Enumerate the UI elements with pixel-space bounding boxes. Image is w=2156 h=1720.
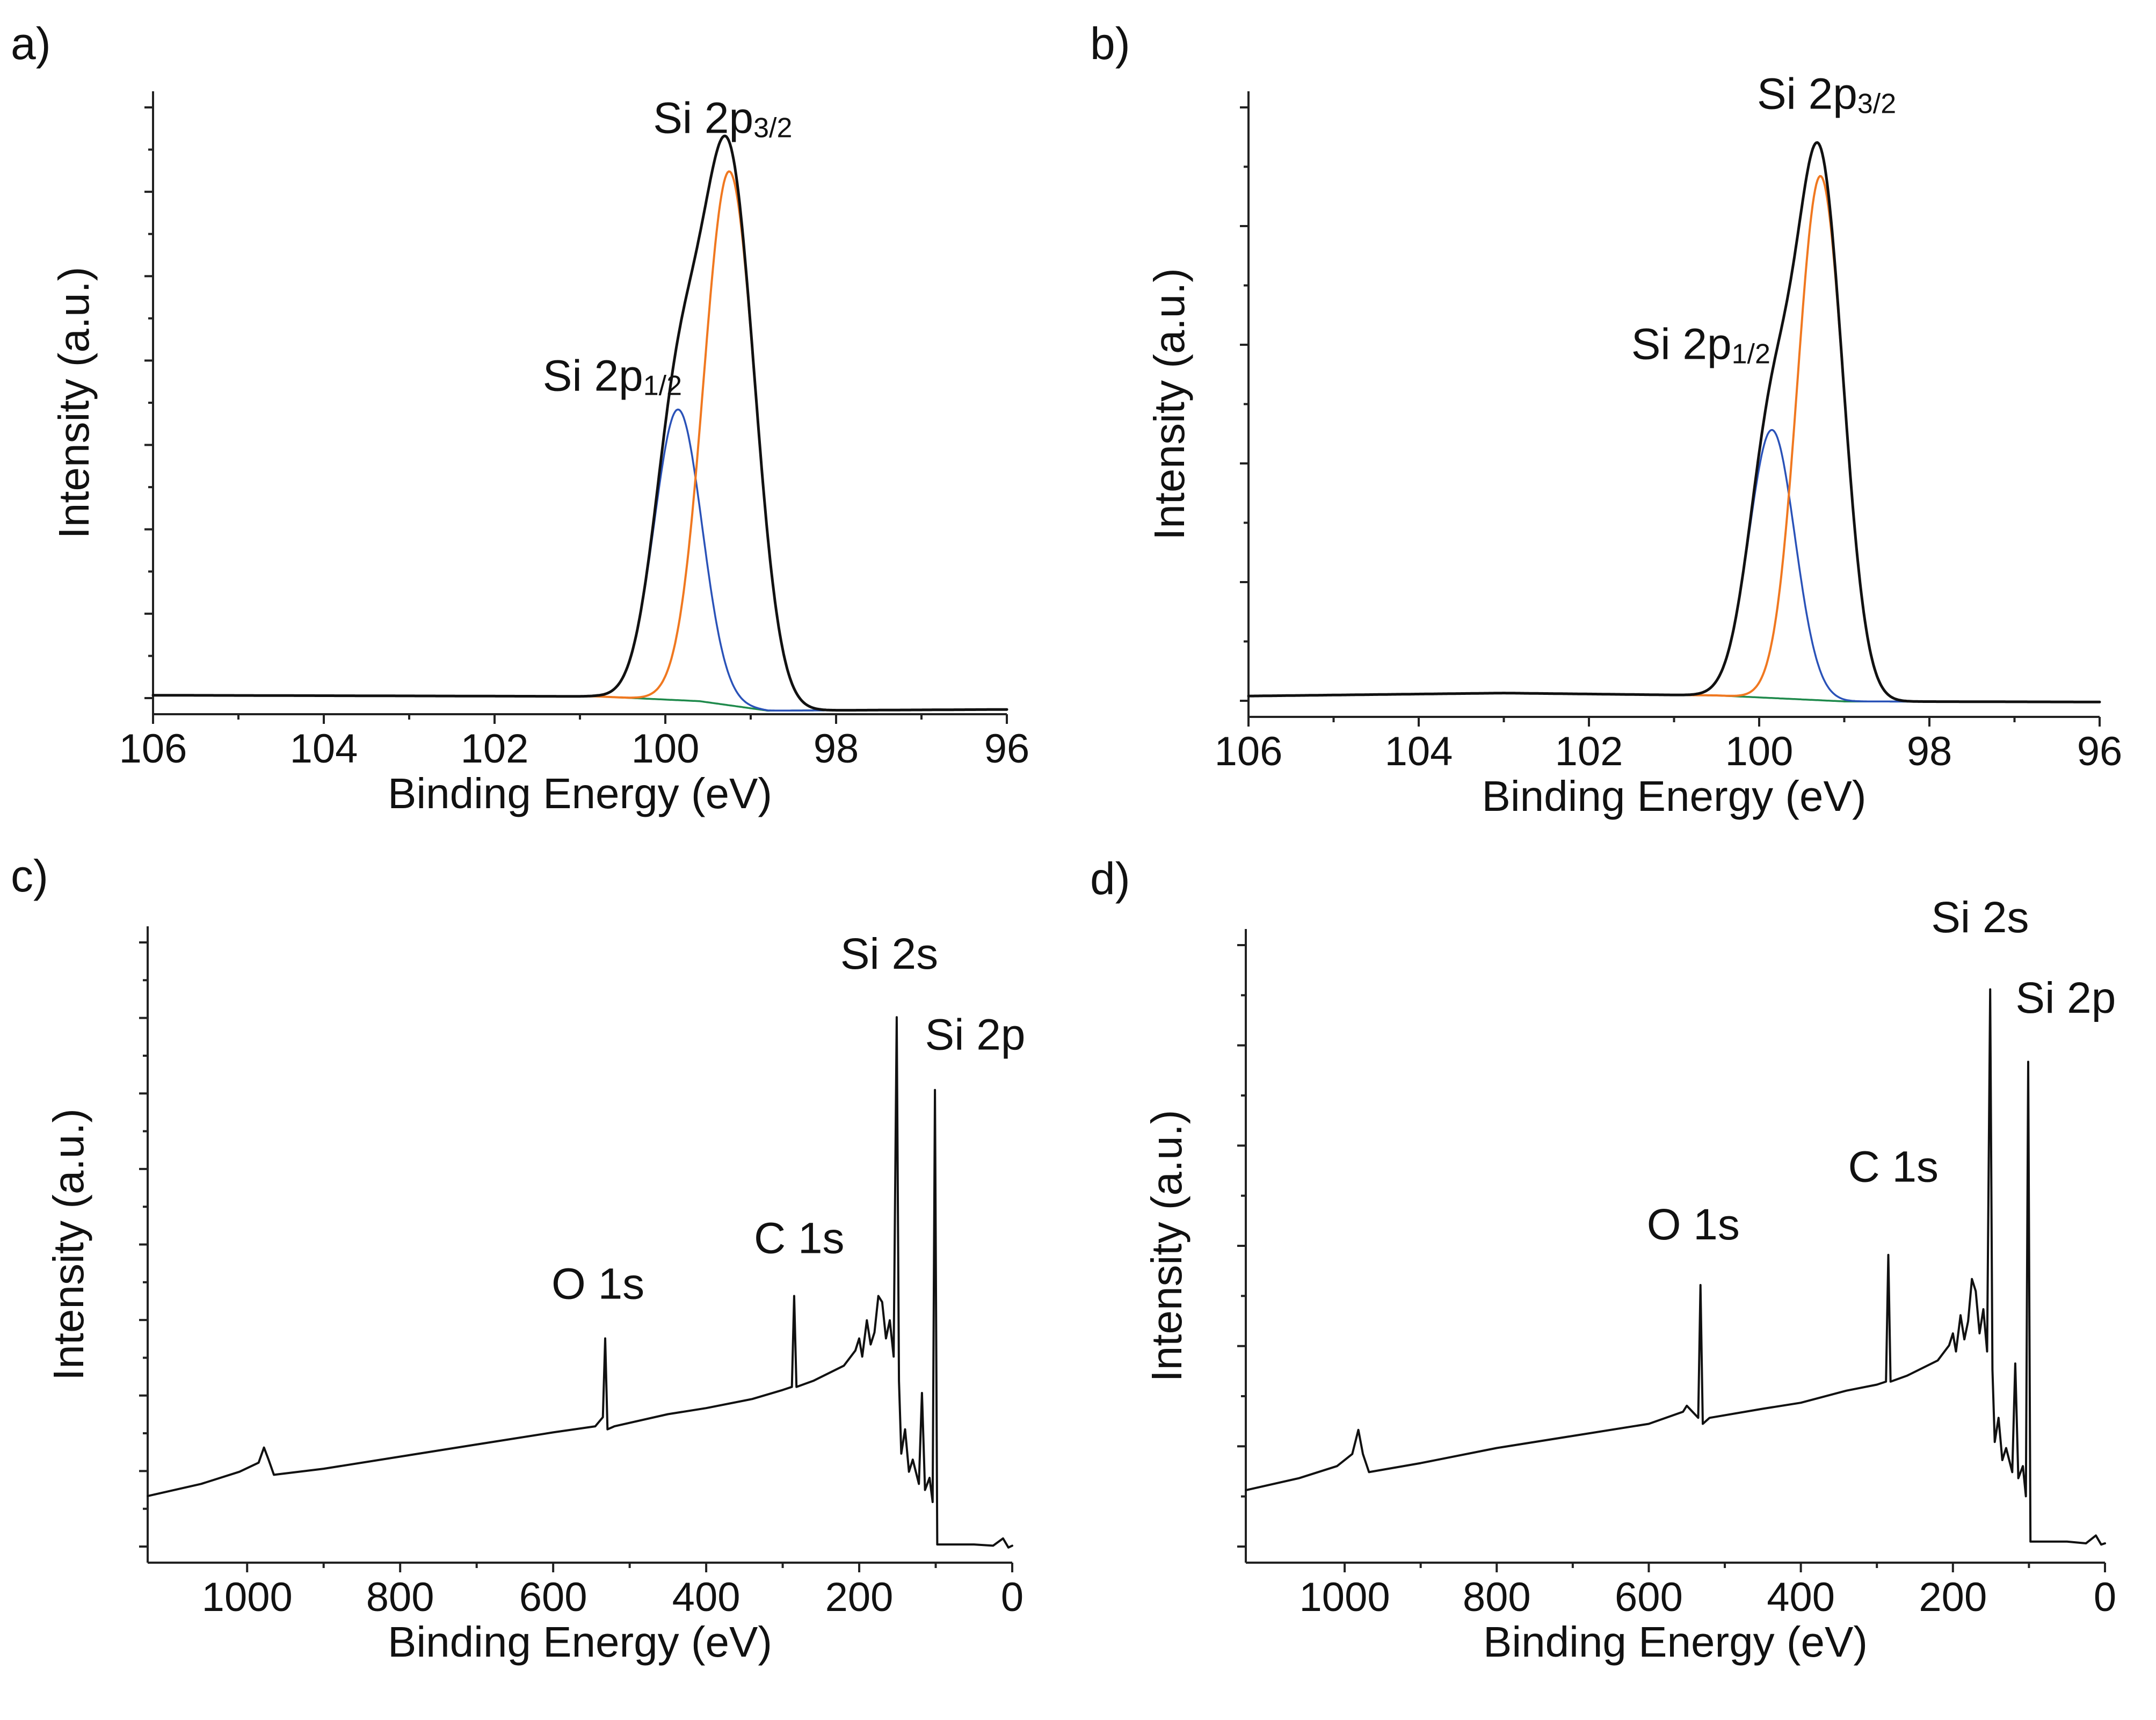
x-tick-label: 0 <box>1001 1574 1023 1620</box>
peak-label: Si 2s <box>1931 893 2029 942</box>
x-tick-label: 102 <box>1555 729 1623 774</box>
panel-a: a) 106 104 102 100 98 96 Binding Energy (eV) Int… <box>11 18 1029 817</box>
peak-label-main: O 1s <box>1647 1200 1740 1249</box>
peak-label-main: Si 2s <box>840 930 938 978</box>
panel-letter: c) <box>11 851 48 901</box>
survey-spectrum-line <box>147 1016 1013 1549</box>
peak-label-main: O 1s <box>551 1260 644 1309</box>
peak-label-subscript: 1/2 <box>1732 339 1770 370</box>
component-peak-line <box>1247 429 2101 703</box>
peak-label-main: C 1s <box>754 1214 845 1262</box>
peak-label: Si 2p <box>2015 974 2116 1022</box>
envelope-line <box>1247 141 2101 703</box>
x-tick-label: 98 <box>1907 729 1952 774</box>
peak-label: Si 2s <box>840 930 938 978</box>
x-tick-label: 400 <box>672 1574 741 1620</box>
x-tick-label: 600 <box>1615 1574 1683 1620</box>
component-peak-line <box>1247 175 2101 703</box>
x-tick-label: 200 <box>825 1574 894 1620</box>
x-tick-label: 800 <box>1463 1574 1531 1620</box>
peak-label: Si 2p1/2 <box>543 352 682 402</box>
x-tick-label: 106 <box>119 726 187 772</box>
panel-b: b) 106 104 102 100 98 96 Binding Energy (eV) Int… <box>1090 18 2122 820</box>
peak-label-subscript: 3/2 <box>753 113 792 144</box>
x-tick-label: 104 <box>1385 729 1453 774</box>
peak-label-main: Si 2p <box>1631 320 1732 369</box>
x-tick-label: 800 <box>366 1574 434 1620</box>
y-axis-title: Intensity (a.u.) <box>45 1108 92 1381</box>
x-tick-label: 98 <box>814 726 859 772</box>
y-axis-title: Intensity (a.u.) <box>1145 268 1193 540</box>
peak-label-main: C 1s <box>1848 1143 1939 1192</box>
peak-label-main: Si 2s <box>1931 893 2029 942</box>
x-axis-title: Binding Energy (eV) <box>1482 772 1867 820</box>
x-tick-label: 96 <box>984 726 1030 772</box>
peak-label-main: Si 2p <box>1757 70 1857 119</box>
x-tick-label: 106 <box>1215 729 1283 774</box>
component-peak-line <box>152 408 1008 712</box>
x-tick-label: 104 <box>290 726 358 772</box>
x-tick-label: 1000 <box>202 1574 293 1620</box>
peak-label: C 1s <box>1848 1143 1939 1192</box>
x-tick-label: 1000 <box>1300 1574 1390 1620</box>
x-tick-label: 400 <box>1767 1574 1835 1620</box>
x-tick-label: 102 <box>461 726 529 772</box>
peak-label-main: Si 2p <box>2015 974 2116 1022</box>
panel-letter: b) <box>1090 18 1130 69</box>
panel-c: c) 1000 800 600 400 200 0 Binding Energy (eV) In… <box>11 851 1025 1666</box>
x-axis-title: Binding Energy (eV) <box>388 1618 772 1666</box>
x-tick-label: 100 <box>1725 729 1794 774</box>
y-axis-title: Intensity (a.u.) <box>1143 1110 1190 1382</box>
envelope-line <box>151 134 1008 712</box>
x-axis-title: Binding Energy (eV) <box>388 770 772 817</box>
x-axis-title: Binding Energy (eV) <box>1483 1618 1868 1666</box>
peak-label: C 1s <box>754 1214 845 1262</box>
peak-label: Si 2p3/2 <box>1757 70 1896 120</box>
peak-label: Si 2p1/2 <box>1631 320 1770 370</box>
panel-letter: a) <box>11 18 51 69</box>
panel-letter: d) <box>1090 853 1130 904</box>
peak-label-main: Si 2p <box>653 94 753 143</box>
x-tick-label: 96 <box>2077 729 2123 774</box>
peak-label: O 1s <box>551 1260 644 1309</box>
peak-label-main: Si 2p <box>543 352 643 401</box>
panel-d: d) 1000 800 600 400 200 0 Binding Energy (eV) In… <box>1090 853 2116 1666</box>
x-tick-label: 0 <box>2094 1574 2116 1620</box>
peak-label: Si 2p <box>925 1011 1026 1059</box>
peak-label-subscript: 3/2 <box>1857 89 1896 120</box>
peak-label-main: Si 2p <box>925 1011 1026 1059</box>
peak-label: Si 2p3/2 <box>653 94 792 144</box>
x-tick-label: 100 <box>631 726 700 772</box>
survey-spectrum-line <box>1245 988 2106 1546</box>
x-tick-label: 200 <box>1919 1574 1987 1620</box>
y-axis-title: Intensity (a.u.) <box>50 267 98 539</box>
peak-label: O 1s <box>1647 1200 1740 1249</box>
x-tick-label: 600 <box>519 1574 587 1620</box>
peak-label-subscript: 1/2 <box>643 371 682 402</box>
component-peak-line <box>152 170 1008 712</box>
